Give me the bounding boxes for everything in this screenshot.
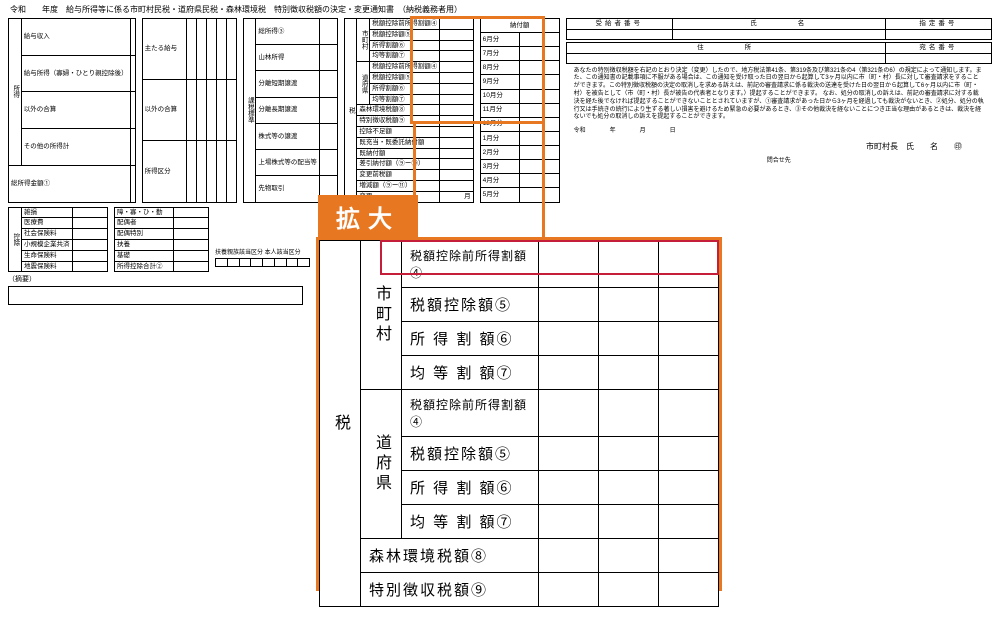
prefecture-label: 道府県	[361, 390, 402, 539]
date-line: 令和 年 月 日	[566, 126, 992, 138]
row-label: 税額控除額⑤	[402, 288, 539, 322]
right-panel: 受給者番号 氏 名 指定番号 住 所 宛名番号 あなたの特別徴収税額を右記のとお…	[566, 18, 992, 203]
row-label: 均 等 割 額⑦	[402, 505, 539, 539]
legal-note: あなたの特別徴収税額を右記のとおり決定（変更）したので、地方税法第41条、第31…	[566, 66, 992, 125]
connector-right	[542, 124, 545, 237]
row-label: 均 等 割 額⑦	[402, 356, 539, 390]
income-table: 所得給与収入 給与所得（寡婦・ひとり親控除後） 以外の合算 その他の所得計 総所…	[8, 18, 136, 203]
row-label: 税額控除額⑤	[402, 437, 539, 471]
row-label: 森林環境税額⑧	[361, 539, 539, 573]
row-label: 税額控除前所得割額④	[402, 390, 539, 437]
source-highlight-box	[410, 16, 545, 124]
enlarged-table: 税 市町村 税額控除前所得割額④ 税額控除額⑤ 所 得 割 額⑥ 均 等 割 額…	[319, 240, 719, 607]
income-side-table: 主たる給与 以外の合算 所得区分	[142, 18, 237, 203]
contact-label: 問合せ先	[566, 156, 992, 168]
deduction-table: 控除雑損 医療費 社会保険料 小規模企業共済 生命保険料 地震保険料	[8, 207, 108, 273]
row-label: 特別徴収税額⑨	[361, 573, 539, 607]
row-label: 所 得 割 額⑥	[402, 471, 539, 505]
tax-base-table: 課税標準総所得③ 山林所得 分離短期譲渡 分離長期譲渡 株式等の譲渡 上場株式等…	[243, 18, 338, 203]
enlarged-table-container: 税 市町村 税額控除前所得割額④ 税額控除額⑤ 所 得 割 額⑥ 均 等 割 額…	[316, 237, 722, 591]
enlarge-badge: 拡大	[318, 195, 418, 238]
outer-tax-label: 税	[320, 241, 361, 607]
red-highlight-box	[380, 240, 719, 275]
mayor-line: 市町村長 氏 名 ㊞	[566, 140, 992, 154]
deduction-side-table: 障・寡・ひ・勤 配偶者 配偶特別 扶養 基礎 所得控除合計②	[114, 207, 209, 273]
row-label: 所 得 割 額⑥	[402, 322, 539, 356]
